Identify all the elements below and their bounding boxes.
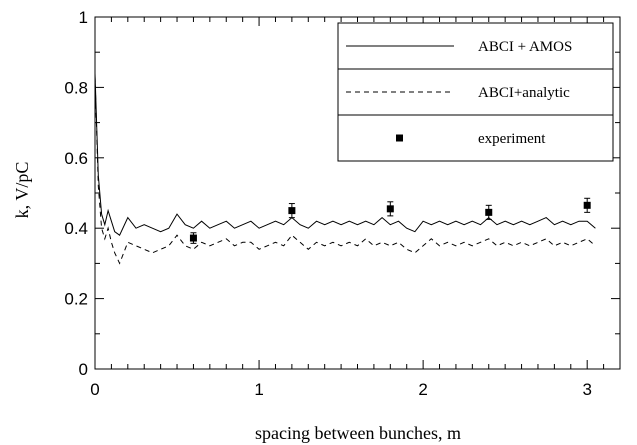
experiment-marker — [288, 207, 296, 215]
experiment-marker — [485, 208, 493, 216]
legend-label: ABCI + AMOS — [478, 39, 572, 55]
experiment-point — [288, 203, 296, 219]
experiment-point — [189, 232, 197, 244]
x-tick-label: 3 — [582, 380, 591, 399]
axes: 0 1 2 3 0 0.2 0.4 0.6 0.8 1 — [64, 8, 621, 399]
x-axis-title: spacing between bunches, m — [255, 423, 461, 443]
legend-label: ABCI+analytic — [478, 85, 570, 101]
experiment-point — [485, 204, 493, 220]
legend: ABCI + AMOS ABCI+analytic experiment — [337, 22, 614, 162]
experiment-marker — [583, 201, 591, 209]
legend-marker-experiment — [396, 134, 403, 142]
series-line-abci-amos — [94, 73, 596, 236]
y-tick-label: 0.6 — [64, 149, 88, 168]
legend-label: experiment — [478, 131, 546, 147]
x-tick-label: 1 — [254, 380, 263, 399]
data-series — [94, 73, 596, 265]
y-axis-title: k, V/pC — [12, 162, 32, 219]
y-tick-label: 1 — [79, 8, 88, 27]
experiment-marker — [189, 234, 197, 242]
x-tick-label: 2 — [418, 380, 427, 399]
y-tick-label: 0 — [79, 360, 88, 379]
y-tick-label: 0.4 — [64, 219, 88, 238]
y-tick-label: 0.8 — [64, 78, 88, 97]
experiment-point — [386, 201, 394, 217]
y-tick-label: 0.2 — [64, 290, 88, 309]
experiment-marker — [386, 205, 394, 213]
x-tick-label: 0 — [90, 380, 99, 399]
experiment-point — [583, 197, 591, 213]
